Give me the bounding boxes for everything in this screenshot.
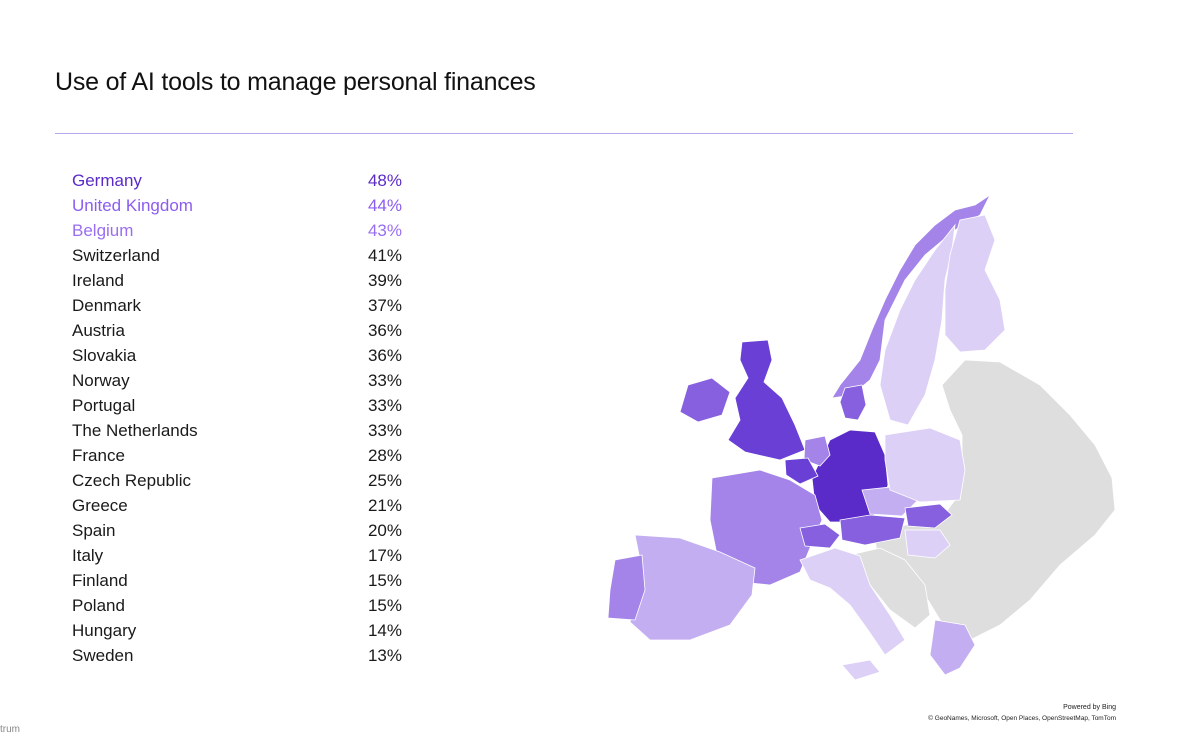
country-value: 13% <box>367 646 402 665</box>
map-region-switzerland <box>799 523 841 549</box>
table-row: The Netherlands 33% <box>72 418 402 443</box>
country-value: 43% <box>367 221 402 240</box>
country-name: Sweden <box>72 646 134 665</box>
map-region-balkans <box>849 547 931 629</box>
map-attribution-powered: Powered by Bing <box>1063 704 1116 711</box>
table-row: Hungary 14% <box>72 618 402 643</box>
page-title: Use of AI tools to manage personal finan… <box>55 68 536 96</box>
table-row: Norway 33% <box>72 368 402 393</box>
map-region-greece <box>929 619 976 676</box>
title-divider <box>55 133 1073 134</box>
europe-choropleth-map <box>600 190 1125 700</box>
country-name: Norway <box>72 371 130 390</box>
map-region-norway <box>831 193 992 399</box>
map-region-hungary <box>904 529 951 559</box>
country-name: Denmark <box>72 296 141 315</box>
country-name: The Netherlands <box>72 421 198 440</box>
table-row: Italy 17% <box>72 543 402 568</box>
map-region-netherlands <box>803 435 831 467</box>
country-value: 41% <box>367 246 402 265</box>
country-name: Czech Republic <box>72 471 192 490</box>
country-value: 36% <box>367 321 402 340</box>
country-value: 21% <box>367 496 402 515</box>
map-region-finland <box>944 214 1006 353</box>
country-value: 33% <box>367 421 402 440</box>
country-value: 15% <box>367 571 402 590</box>
country-name: Ireland <box>72 271 124 290</box>
country-name: Belgium <box>72 221 134 240</box>
table-row: Greece 21% <box>72 493 402 518</box>
table-row: Ireland 39% <box>72 268 402 293</box>
country-value: 48% <box>367 171 402 190</box>
country-value: 25% <box>367 471 402 490</box>
country-name: Finland <box>72 571 128 590</box>
map-region-united-kingdom <box>727 339 806 461</box>
table-row: Poland 15% <box>72 593 402 618</box>
table-row: Czech Republic 25% <box>72 468 402 493</box>
table-row: Portugal 33% <box>72 393 402 418</box>
country-name: Spain <box>72 521 116 540</box>
map-region-italy <box>799 547 906 681</box>
country-name: France <box>72 446 125 465</box>
country-value: 33% <box>367 371 402 390</box>
country-ranking-table: Germany 48% United Kingdom 44% Belgium 4… <box>72 168 402 668</box>
country-name: Germany <box>72 171 142 190</box>
europe-map-svg <box>607 193 1116 681</box>
country-value: 39% <box>367 271 402 290</box>
country-name: Austria <box>72 321 125 340</box>
footer-source-fragment: trum <box>0 724 20 735</box>
country-value: 28% <box>367 446 402 465</box>
map-region-slovakia <box>904 503 953 529</box>
table-row: Austria 36% <box>72 318 402 343</box>
country-value: 15% <box>367 596 402 615</box>
map-region-sweden <box>879 223 956 426</box>
country-name: Portugal <box>72 396 136 415</box>
country-name: United Kingdom <box>72 196 193 215</box>
map-region-ireland <box>679 377 731 423</box>
table-row: Germany 48% <box>72 168 402 193</box>
country-value: 44% <box>367 196 402 215</box>
country-value: 17% <box>367 546 402 565</box>
table-row: Spain 20% <box>72 518 402 543</box>
map-region-belgium <box>784 457 819 485</box>
country-name: Hungary <box>72 621 137 640</box>
table-row: France 28% <box>72 443 402 468</box>
country-value: 37% <box>367 296 402 315</box>
table-row: Sweden 13% <box>72 643 402 668</box>
country-value: 33% <box>367 396 402 415</box>
map-region-portugal <box>607 554 646 621</box>
country-value: 14% <box>367 621 402 640</box>
table-row: Belgium 43% <box>72 218 402 243</box>
table-row: Finland 15% <box>72 568 402 593</box>
country-value: 20% <box>367 521 402 540</box>
table-row: Slovakia 36% <box>72 343 402 368</box>
table-row: Denmark 37% <box>72 293 402 318</box>
country-name: Switzerland <box>72 246 160 265</box>
map-region-austria <box>839 514 906 546</box>
country-value: 36% <box>367 346 402 365</box>
map-attribution-sources: © GeoNames, Microsoft, Open Places, Open… <box>928 715 1116 722</box>
country-name: Greece <box>72 496 128 515</box>
table-row: Switzerland 41% <box>72 243 402 268</box>
country-name: Italy <box>72 546 104 565</box>
country-name: Slovakia <box>72 346 137 365</box>
map-region-denmark <box>839 384 867 421</box>
table-row: United Kingdom 44% <box>72 193 402 218</box>
country-name: Poland <box>72 596 125 615</box>
map-region-poland <box>884 427 966 503</box>
